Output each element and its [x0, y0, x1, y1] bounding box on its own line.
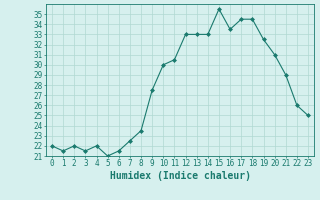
X-axis label: Humidex (Indice chaleur): Humidex (Indice chaleur): [109, 171, 251, 181]
